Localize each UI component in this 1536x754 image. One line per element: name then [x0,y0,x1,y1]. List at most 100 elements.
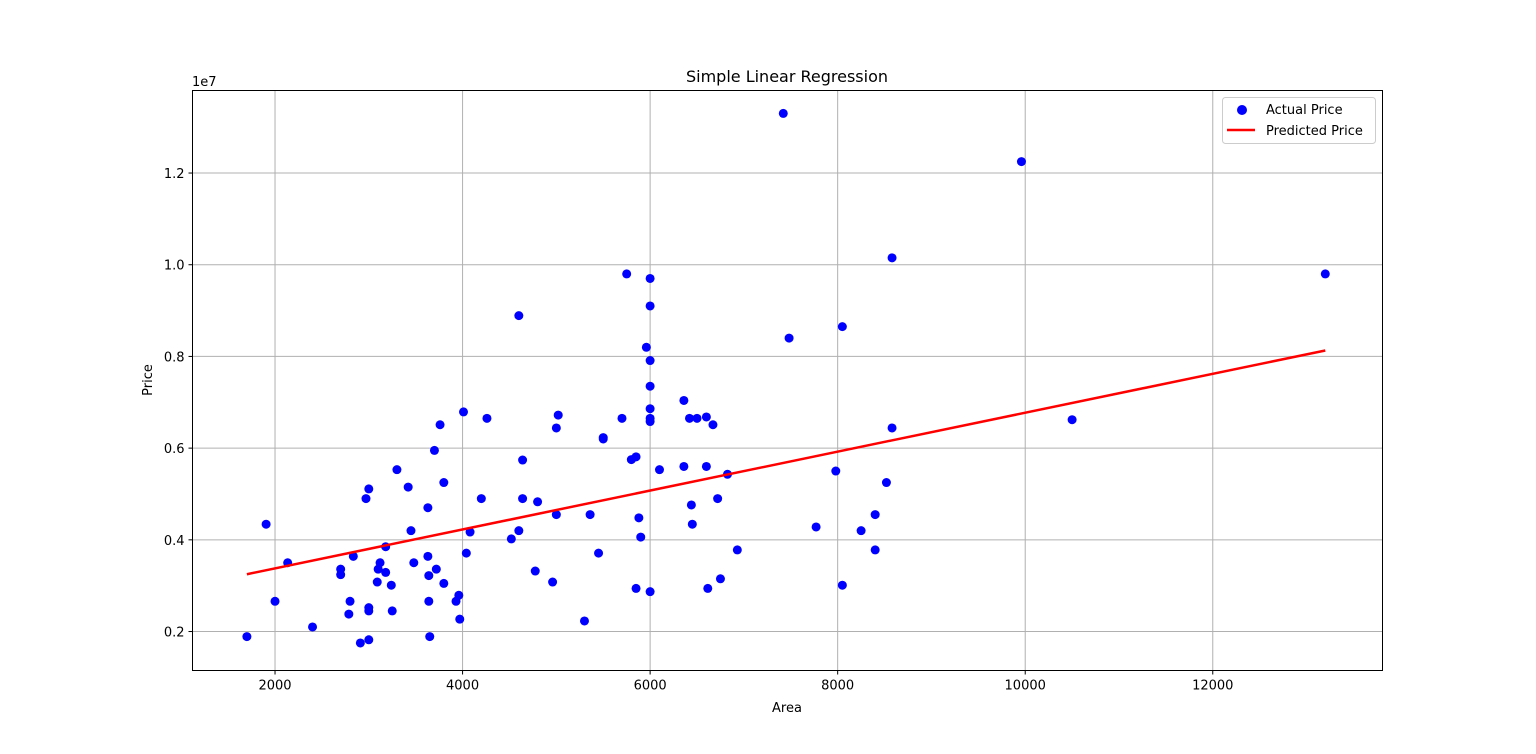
y-tick-label: 0.4 [164,534,185,549]
data-point [336,564,346,574]
data-point [634,513,644,523]
data-point [887,423,897,433]
data-point [403,482,413,492]
data-point [870,510,880,520]
data-point [631,452,641,462]
data-point [594,548,604,558]
chart-title: Simple Linear Regression [686,67,888,86]
data-point [518,494,528,504]
data-point [355,638,365,648]
data-point [622,269,632,279]
data-point [345,596,355,606]
data-point [392,465,402,475]
data-point [261,519,271,529]
data-point [506,534,516,544]
data-point [708,420,718,430]
plot-marks [242,108,1330,648]
data-point [553,410,563,420]
data-point [617,413,627,423]
regression-line [246,349,1326,576]
legend-actual-price-label: Actual Price [1266,103,1343,118]
data-point [831,466,841,476]
data-point [465,527,475,537]
data-point [811,522,821,532]
data-point [375,558,385,568]
data-point [713,494,723,504]
data-point [461,548,471,558]
data-point [482,413,492,423]
data-point [732,545,742,555]
data-point [679,395,689,405]
data-point [598,434,608,444]
data-point [435,420,445,430]
data-point [454,590,464,600]
data-point [344,609,354,619]
data-point [308,622,318,632]
data-point [361,494,371,504]
y-tick-label: 1.0 [164,259,185,274]
x-tick-label: 2000 [258,679,291,694]
data-point [1016,157,1026,167]
data-point [423,503,433,513]
data-point [645,301,655,311]
data-point [715,574,725,584]
data-point [364,635,374,645]
data-point [703,583,713,593]
data-point [548,577,558,587]
data-point [856,526,866,536]
data-point [887,253,897,263]
data-point [881,478,891,488]
data-point [455,614,465,624]
data-point [692,413,702,423]
data-point [364,606,374,616]
data-point [476,494,486,504]
data-point [409,558,419,568]
legend-actual-price-marker [1237,105,1247,115]
data-point [424,571,434,581]
data-point [429,445,439,455]
data-point [372,577,382,587]
data-point [364,484,374,494]
data-point [459,407,469,417]
data-point [686,500,696,510]
y-tick-label: 0.8 [164,350,185,365]
data-point [514,311,524,321]
y-tick-label: 0.2 [164,626,185,641]
data-point [431,564,441,574]
data-point [701,461,711,471]
grid [192,90,1383,671]
data-point [679,461,689,471]
x-tick-label: 10000 [1005,679,1046,694]
y-tick-label: 0.6 [164,442,185,457]
data-point [439,578,449,588]
x-tick-label: 8000 [821,679,854,694]
data-point [242,632,252,642]
data-point [685,413,695,423]
data-point [837,322,847,332]
data-point [645,404,655,414]
data-point [645,587,655,597]
data-point [687,519,697,529]
data-point [585,510,595,520]
data-point [645,417,655,427]
y-axis-offset-text: 1e7 [192,75,217,90]
x-tick-label: 12000 [1192,679,1233,694]
data-point [645,381,655,391]
y-axis-ticks: 0.2 0.4 0.6 0.8 1.0 1.2 [164,167,193,641]
data-point [348,551,358,561]
data-point [1067,415,1077,425]
data-point [701,412,711,422]
x-axis-label: Area [772,701,802,716]
data-point [381,567,391,577]
data-point [551,423,561,433]
data-point [514,526,524,536]
y-tick-label: 1.2 [164,167,185,182]
data-point [1320,269,1330,279]
x-axis-ticks: 2000 4000 6000 8000 10000 12000 [258,670,1233,694]
data-point [439,478,449,488]
x-tick-label: 6000 [634,679,667,694]
data-point [387,606,397,616]
data-point [518,455,528,465]
data-point [784,333,794,343]
